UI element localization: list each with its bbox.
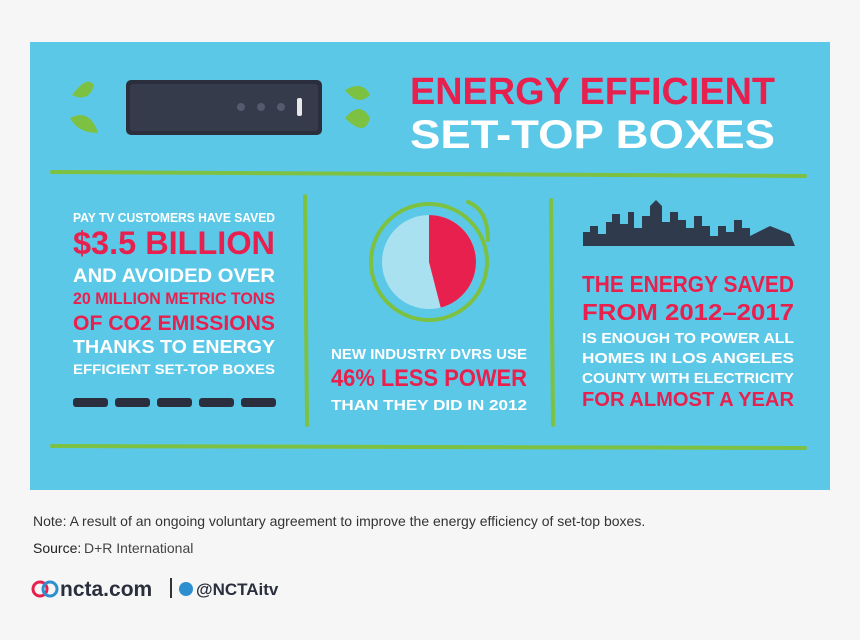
right-text: COUNTY WITH ELECTRICITY — [582, 370, 794, 387]
left-highlight: $3.5 BILLION — [73, 225, 275, 261]
source-label: Source: — [33, 540, 81, 556]
middle-text: NEW INDUSTRY DVRS USE — [331, 346, 527, 363]
left-text: PAY TV CUSTOMERS HAVE SAVED — [73, 210, 275, 225]
leaves — [70, 81, 370, 133]
middle-highlight: 46% LESS POWER — [331, 365, 527, 392]
left-highlight: 20 MILLION METRIC TONS — [73, 289, 275, 308]
right-highlight: FROM 2012–2017 — [582, 299, 794, 325]
source: D+R International — [84, 540, 193, 556]
small-boxes — [73, 398, 276, 407]
left-text: THANKS TO ENERGY — [73, 337, 275, 357]
handle: @NCTAitv — [196, 580, 279, 599]
right-highlight: FOR ALMOST A YEAR — [582, 389, 795, 411]
middle-text: THAN THEY DID IN 2012 — [331, 397, 527, 414]
note: Note: A result of an ongoing voluntary a… — [33, 513, 645, 529]
right-highlight: THE ENERGY SAVED — [582, 271, 794, 297]
title: ENERGY EFFICIENT — [410, 71, 775, 113]
left-text: EFFICIENT SET-TOP BOXES — [73, 361, 275, 377]
pie-ring — [369, 202, 489, 322]
pie-slice — [429, 215, 476, 308]
site: ncta.com — [60, 578, 152, 601]
ncta-logo — [31, 578, 193, 598]
set-top-box — [126, 80, 322, 135]
skyline — [583, 200, 795, 246]
right-text: IS ENOUGH TO POWER ALL — [582, 330, 794, 347]
left-text: AND AVOIDED OVER — [73, 266, 275, 287]
title: SET-TOP BOXES — [410, 113, 775, 157]
vines — [50, 170, 807, 450]
left-highlight: OF CO2 EMISSIONS — [73, 312, 275, 335]
right-text: HOMES IN LOS ANGELES — [582, 350, 794, 367]
